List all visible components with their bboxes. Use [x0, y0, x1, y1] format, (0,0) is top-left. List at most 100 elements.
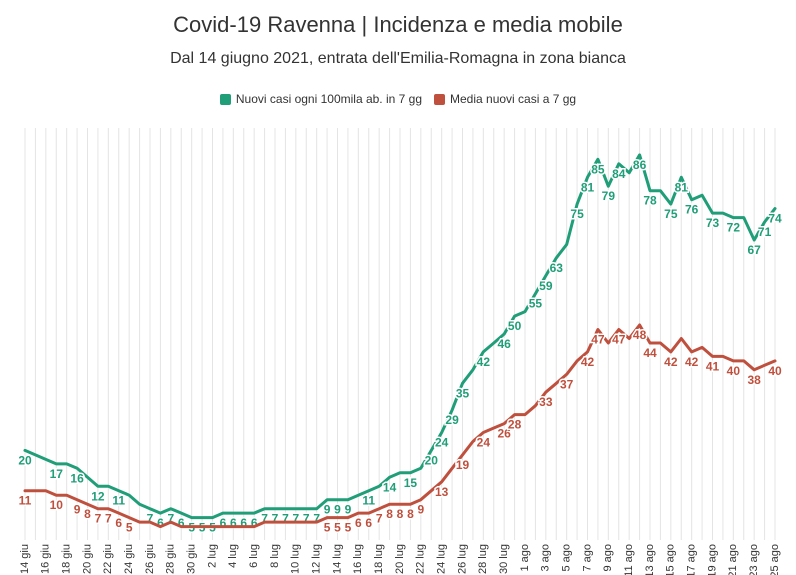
data-label: 40: [768, 364, 782, 378]
data-label: 42: [685, 355, 699, 369]
chart-subtitle: Dal 14 giugno 2021, entrata dell'Emilia-…: [170, 50, 626, 67]
x-tick-label: 11 ago: [623, 544, 635, 575]
legend-item-incidence[interactable]: Nuovi casi ogni 100mila ab. in 7 gg: [219, 92, 422, 106]
data-label: 35: [456, 386, 470, 400]
data-label: 44: [643, 346, 657, 360]
data-label: 81: [675, 180, 689, 194]
data-label: 81: [581, 180, 595, 194]
x-tick-label: 17 ago: [686, 544, 698, 575]
data-label: 5: [345, 521, 352, 535]
data-label: 86: [633, 158, 647, 172]
data-label: 38: [747, 373, 761, 387]
x-tick-label: 14 giu: [19, 544, 31, 574]
data-label: 6: [220, 516, 227, 530]
x-tick-label: 10 lug: [290, 544, 302, 574]
data-label: 14: [383, 480, 397, 494]
data-label: 7: [313, 512, 320, 526]
legend-item-average[interactable]: Media nuovi casi a 7 gg: [434, 92, 576, 106]
x-tick-label: 26 lug: [456, 544, 468, 574]
data-label: 75: [664, 207, 678, 221]
x-tick-label: 25 ago: [769, 544, 781, 575]
data-label: 11: [19, 494, 32, 508]
data-label: 29: [445, 413, 459, 427]
data-label: 8: [397, 507, 404, 521]
data-label: 72: [727, 221, 741, 235]
legend-swatch-average: [434, 93, 446, 105]
data-label: 71: [758, 225, 772, 239]
data-label: 7: [292, 512, 299, 526]
data-label: 8: [84, 507, 91, 521]
data-label: 5: [324, 521, 331, 535]
data-label: 10: [50, 498, 64, 512]
data-label: 6: [355, 516, 362, 530]
x-tick-label: 22 lug: [415, 544, 427, 574]
data-label: 79: [602, 189, 616, 203]
data-label: 85: [591, 162, 605, 176]
data-label: 78: [643, 194, 657, 208]
x-tick-label: 6 lug: [248, 544, 260, 568]
data-label: 7: [105, 512, 112, 526]
x-tick-label: 3 ago: [540, 544, 552, 572]
x-tick-label: 26 giu: [144, 544, 156, 574]
data-label: 41: [706, 359, 720, 373]
data-label: 7: [261, 512, 268, 526]
data-label: 9: [74, 503, 81, 517]
legend: Nuovi casi ogni 100mila ab. in 7 gg Medi…: [0, 92, 796, 106]
data-label: 42: [581, 355, 595, 369]
x-tick-label: 12 lug: [311, 544, 323, 574]
x-tick-label: 4 lug: [227, 544, 239, 568]
x-tick-label: 1 ago: [519, 544, 531, 572]
x-tick-label: 7 ago: [581, 544, 593, 572]
x-tick-label: 15 ago: [665, 544, 677, 575]
data-label: 33: [539, 395, 553, 409]
x-tick-label: 30 lug: [498, 544, 510, 574]
data-label: 7: [272, 512, 279, 526]
x-tick-label: 30 giu: [186, 544, 198, 574]
data-label: 7: [167, 512, 174, 526]
data-label: 17: [50, 467, 64, 481]
data-label: 42: [664, 355, 678, 369]
data-label: 7: [95, 512, 102, 526]
x-tick-label: 20 giu: [81, 544, 93, 574]
data-label: 6: [230, 516, 237, 530]
data-label: 67: [747, 243, 761, 257]
data-label: 24: [477, 436, 491, 450]
legend-swatch-incidence: [219, 93, 231, 105]
data-label: 20: [18, 453, 32, 467]
data-label: 9: [417, 503, 424, 517]
data-label: 24: [435, 436, 449, 450]
data-label: 19: [456, 458, 470, 472]
data-label: 11: [362, 494, 375, 508]
series-line-average: [23, 323, 777, 529]
data-label: 37: [560, 377, 574, 391]
data-label: 20: [425, 453, 439, 467]
data-label: 8: [407, 507, 414, 521]
x-tick-label: 24 lug: [436, 544, 448, 574]
data-label: 6: [251, 516, 258, 530]
data-label: 7: [147, 512, 154, 526]
data-label: 6: [178, 516, 185, 530]
data-label: 7: [303, 512, 310, 526]
data-label: 42: [477, 355, 491, 369]
data-label: 9: [345, 503, 352, 517]
data-label: 9: [324, 503, 331, 517]
data-label: 7: [282, 512, 289, 526]
data-label: 50: [508, 319, 522, 333]
x-tick-label: 2 lug: [206, 544, 218, 568]
x-tick-label: 28 lug: [477, 544, 489, 574]
data-label: 11: [112, 494, 125, 508]
x-tick-label: 8 lug: [269, 544, 281, 568]
data-label: 8: [386, 507, 393, 521]
x-tick-label: 20 lug: [394, 544, 406, 574]
data-label: 46: [497, 337, 511, 351]
data-label: 59: [539, 279, 553, 293]
data-label: 74: [768, 212, 782, 226]
x-tick-label: 24 giu: [123, 544, 135, 574]
x-tick-label: 28 giu: [165, 544, 177, 574]
data-label: 84: [612, 167, 626, 181]
data-label: 6: [240, 516, 247, 530]
data-label: 75: [570, 207, 584, 221]
data-label: 15: [404, 476, 418, 490]
x-tick-label: 23 ago: [748, 544, 760, 575]
